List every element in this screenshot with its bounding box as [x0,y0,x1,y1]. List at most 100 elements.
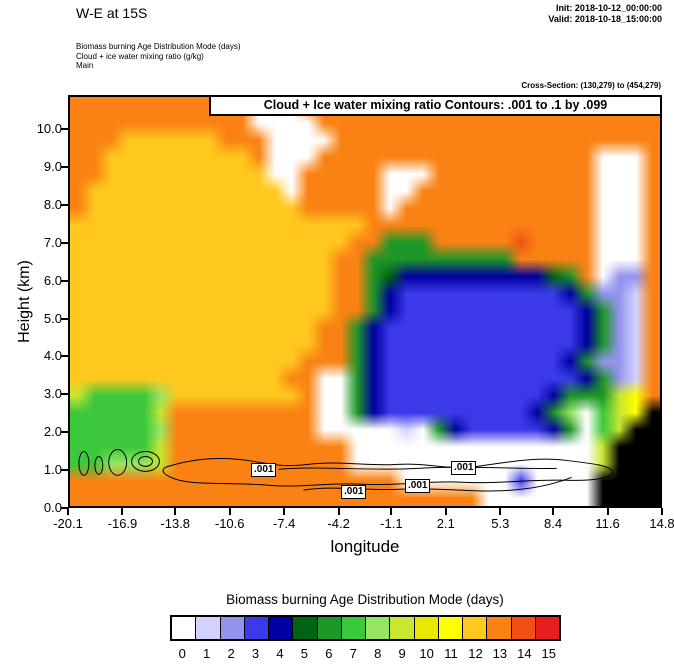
x-axis-title: longitude [330,537,400,556]
colorbar-label: 6 [325,646,333,661]
contour-label: .001 [251,463,277,477]
y-tick-label: 6.0 [43,272,62,288]
valid-time: Valid: 2018-10-18_15:00:00 [548,14,662,24]
colorbar-cell [486,617,511,639]
y-tick-mark [61,431,68,434]
x-tick-mark [444,508,447,515]
colorbar-label: 12 [468,646,483,661]
y-tick-mark [61,507,68,509]
colorbar-label: 8 [374,646,382,661]
y-tick-label: 3.0 [43,386,62,402]
x-tick-label: -20.1 [53,516,83,531]
colorbar-cell [510,617,535,639]
colorbar-label: 1 [203,646,211,661]
init-time: Init: 2018-10-12_00:00:00 [555,3,662,13]
y-tick-label: 9.0 [43,158,62,174]
cloud-contour-lines [78,449,613,492]
y-tick-mark [61,355,68,358]
run-times: Init: 2018-10-12_00:00:00 Valid: 2018-10… [548,3,662,25]
x-tick-mark [67,508,69,515]
y-tick-label: 4.0 [43,348,62,364]
cross-section-coords: Cross-Section: (130,279) to (454,279) [521,81,661,90]
y-axis-title: Height (km) [16,260,33,343]
colorbar-cell [172,617,196,639]
x-tick-mark [661,508,663,515]
x-tick-label: 5.3 [491,516,510,531]
y-tick-mark [61,128,68,131]
x-tick-mark [390,508,393,515]
x-tick-label: 8.4 [544,516,563,531]
y-tick-mark [61,279,68,282]
colorbar-cell [389,617,414,639]
field-description: Biomass burning Age Distribution Mode (d… [76,42,241,71]
x-tick-mark [174,508,177,515]
colorbar-cell [268,617,293,639]
page-title: W-E at 15S [76,5,148,21]
colorbar-label: 13 [492,646,508,661]
x-tick-label: -13.8 [160,516,191,531]
colorbar-cell [195,617,220,639]
x-tick-mark [606,508,609,515]
y-tick-mark [61,203,68,206]
x-tick-mark [552,508,555,515]
cross-section-plot: Cloud + Ice water mixing ratio Contours:… [68,95,662,508]
field-line-domain: Main [76,61,94,70]
colorbar-label: 3 [251,646,260,661]
y-tick-mark [61,165,68,168]
colorbar-cell [340,617,365,639]
y-tick-label: 1.0 [43,462,62,478]
x-tick-label: -4.2 [327,516,350,531]
colorbar-label: 4 [276,646,284,661]
colorbar-title: Biomass burning Age Distribution Mode (d… [226,592,504,607]
colorbar-cell [534,617,559,639]
y-tick-label: 10.0 [36,121,62,137]
colorbar-label: 9 [398,646,406,661]
age-heatmap-canvas [70,97,660,506]
colorbar-cell [413,617,438,639]
x-tick-label: -10.6 [214,516,245,531]
y-tick-label: 5.0 [43,310,62,326]
contour-label: .001 [341,485,367,499]
colorbar-label: 14 [517,646,532,661]
colorbar-label: 11 [444,646,458,661]
y-tick-label: 0.0 [43,500,62,515]
field-line-age: Biomass burning Age Distribution Mode (d… [76,42,241,51]
x-tick-label: -1.1 [380,516,403,531]
colorbar-label: 10 [419,646,434,661]
colorbar-cell [219,617,244,639]
plot-inner-title: Cloud + Ice water mixing ratio Contours:… [209,95,662,116]
y-tick-label: 2.0 [43,424,62,440]
colorbar-label: 15 [541,646,557,661]
contour-label: .001 [451,461,477,475]
x-tick-label: -7.4 [272,516,296,531]
x-tick-label: 2.1 [436,516,455,531]
colorbar [170,615,561,641]
y-tick-mark [61,469,68,472]
colorbar-cell [316,617,341,639]
x-tick-mark [283,508,286,515]
y-tick-label: 8.0 [43,196,62,212]
y-tick-label: 7.0 [43,234,62,250]
x-tick-mark [121,508,124,515]
colorbar-label: 5 [300,646,309,661]
colorbar-labels: 0 1 2 3 4 5 6 7 8 9 10 11 12 13 14 15 [170,646,561,661]
colorbar-cell [437,617,462,639]
x-tick-label: 14.8 [649,516,674,531]
y-tick-mark [61,241,68,244]
x-tick-mark [228,508,231,515]
x-tick-label: -16.9 [107,516,138,531]
contour-label: .001 [405,479,431,493]
colorbar-label: 7 [349,646,357,661]
x-tick-mark [337,508,340,515]
y-tick-mark [61,393,68,396]
colorbar-cell [462,617,487,639]
colorbar-cell [243,617,268,639]
x-tick-label: 11.6 [595,516,620,531]
x-tick-mark [499,508,502,515]
field-line-cloud: Cloud + ice water mixing ratio (g/kg) [76,51,204,61]
colorbar-label: 0 [178,646,186,661]
y-tick-mark [61,317,68,320]
colorbar-cell [365,617,390,639]
colorbar-cell [292,617,317,639]
